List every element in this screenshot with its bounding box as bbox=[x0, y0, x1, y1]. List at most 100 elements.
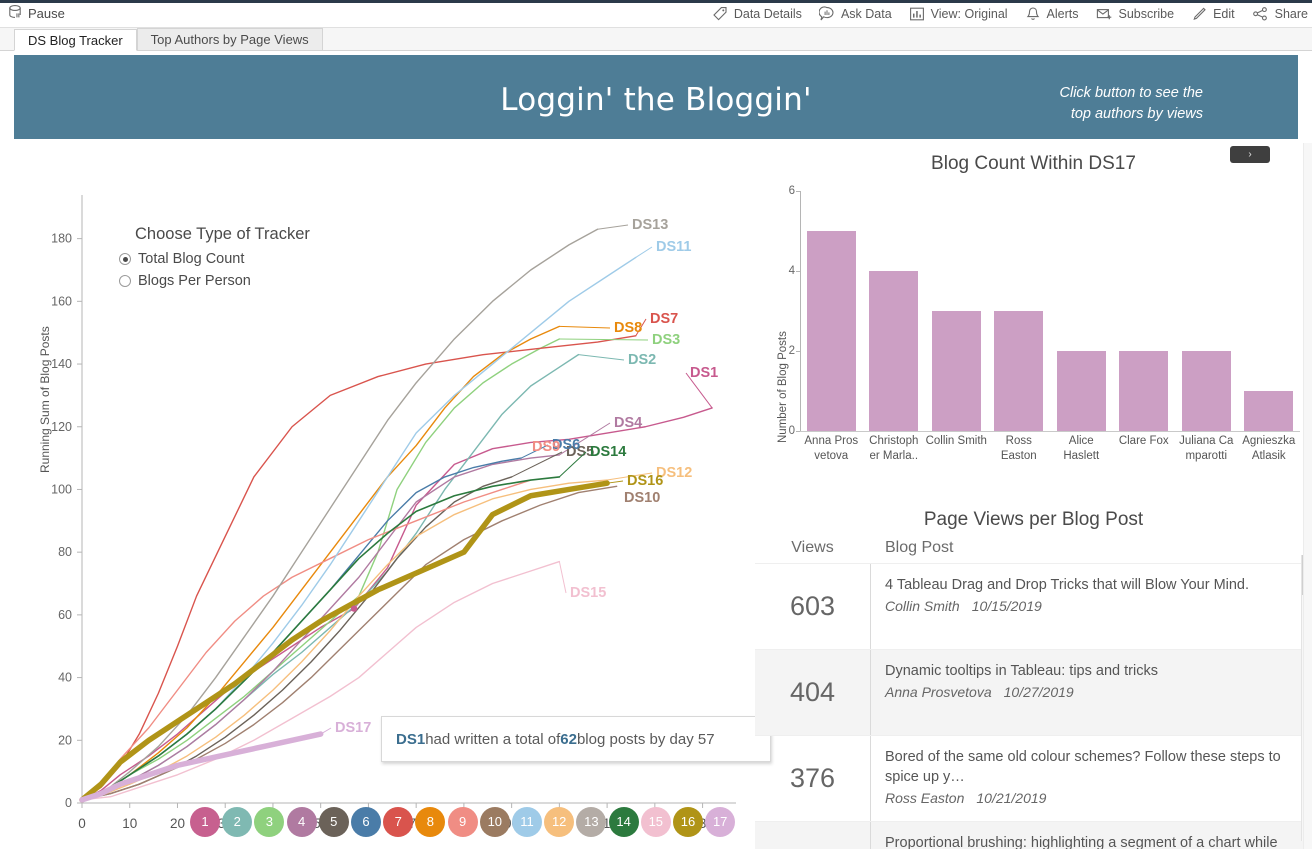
line-series-ds15[interactable] bbox=[81, 560, 561, 801]
bar-category-label: Juliana Ca mparotti bbox=[1179, 435, 1234, 462]
legend-pill-17[interactable]: 17 bbox=[705, 807, 736, 837]
legend-pill-14[interactable]: 14 bbox=[608, 807, 639, 837]
legend-pill-11[interactable]: 11 bbox=[512, 807, 542, 837]
tag-icon bbox=[712, 6, 728, 22]
legend-pill-4[interactable]: 4 bbox=[286, 807, 317, 837]
line-series-ds13[interactable] bbox=[81, 228, 599, 801]
legend-pill-2[interactable]: 2 bbox=[222, 807, 253, 837]
table-row[interactable]: 376 Bored of the same old colour schemes?… bbox=[755, 735, 1312, 821]
bar[interactable] bbox=[1244, 391, 1294, 431]
blog-tracker-line-chart[interactable]: 0204060801001201401601800102030405060708… bbox=[14, 143, 771, 849]
legend-pill-5[interactable]: 5 bbox=[318, 807, 349, 837]
line-series-ds3[interactable] bbox=[81, 338, 561, 801]
blog-post-author: Collin Smith bbox=[885, 598, 960, 614]
view-original-button[interactable]: View: Original bbox=[909, 6, 1008, 22]
bar[interactable] bbox=[994, 311, 1044, 431]
line-label-ds11[interactable]: DS11 bbox=[656, 239, 691, 255]
line-label-ds13[interactable]: DS13 bbox=[632, 217, 668, 233]
dashboard-right-gutter bbox=[1303, 143, 1312, 849]
line-series-ds17[interactable] bbox=[79, 731, 324, 803]
line-label-ds6[interactable]: DS6 bbox=[552, 437, 580, 453]
line-series-ds4[interactable] bbox=[81, 454, 561, 801]
bar-chart-x-axis bbox=[800, 431, 1300, 432]
line-label-ds7[interactable]: DS7 bbox=[650, 311, 678, 327]
pause-icon[interactable] bbox=[8, 4, 22, 23]
line-label-ds12[interactable]: DS12 bbox=[656, 465, 692, 481]
bar-category-label: Clare Fox bbox=[1118, 435, 1169, 447]
legend-pill-7[interactable]: 7 bbox=[383, 807, 414, 837]
sheet-tab-strip: DS Blog Tracker Top Authors by Page View… bbox=[0, 28, 1312, 51]
table-row[interactable]: 231 Proportional brushing: highlighting a… bbox=[755, 821, 1312, 849]
line-label-ds4[interactable]: DS4 bbox=[614, 415, 642, 431]
bar[interactable] bbox=[806, 231, 856, 431]
legend-pill-6[interactable]: 6 bbox=[351, 807, 381, 837]
line-label-ds5[interactable]: DS5 bbox=[566, 444, 594, 460]
data-details-button[interactable]: Data Details bbox=[712, 6, 802, 22]
bar[interactable] bbox=[1181, 351, 1231, 431]
line-label-ds9[interactable]: DS9 bbox=[532, 439, 560, 455]
radio-unselected-icon[interactable] bbox=[119, 275, 131, 287]
bar-chart-title: Blog Count Within DS17 bbox=[931, 153, 1136, 174]
line-label-ds2[interactable]: DS2 bbox=[628, 352, 656, 368]
radio-blogs-per-person[interactable]: Blogs Per Person bbox=[119, 270, 369, 292]
banner-instruction-line2: top authors by views bbox=[1070, 106, 1203, 122]
line-series-ds8[interactable] bbox=[81, 325, 561, 801]
right-column: Blog Count Within DS17 Number of Blog Po… bbox=[755, 143, 1312, 849]
page-views-table-title: Page Views per Blog Post bbox=[923, 509, 1144, 530]
bar-chart-y-axis-title: Number of Blog Posts bbox=[777, 331, 789, 443]
line-label-ds1[interactable]: DS1 bbox=[690, 365, 718, 381]
line-series-ds10[interactable] bbox=[81, 485, 618, 801]
bar[interactable] bbox=[1056, 351, 1106, 431]
line-label-ds15[interactable]: DS15 bbox=[570, 585, 606, 601]
bar-chart-icon bbox=[909, 6, 925, 22]
line-label-ds16[interactable]: DS16 bbox=[627, 473, 663, 489]
bar-y-tick bbox=[796, 351, 800, 352]
blog-post-date: 10/21/2019 bbox=[976, 790, 1047, 806]
line-label-ds3[interactable]: DS3 bbox=[652, 332, 680, 348]
dashboard-banner: Loggin' the Bloggin' Click button to see… bbox=[14, 55, 1298, 139]
line-label-ds17[interactable]: DS17 bbox=[335, 720, 371, 736]
legend-pill-12[interactable]: 12 bbox=[544, 807, 575, 837]
ask-data-button[interactable]: Ask Data bbox=[818, 5, 892, 22]
line-series-ds14[interactable] bbox=[81, 476, 561, 801]
page-views-table[interactable]: Page Views per Blog Post Views Blog Post… bbox=[755, 503, 1312, 849]
tab-ds-blog-tracker[interactable]: DS Blog Tracker bbox=[14, 29, 137, 51]
bar-y-tick-label: 4 bbox=[788, 265, 795, 277]
radio-total-blog-count[interactable]: Total Blog Count bbox=[119, 248, 369, 270]
bar[interactable] bbox=[869, 271, 919, 431]
bar[interactable] bbox=[1119, 351, 1169, 431]
radio-selected-icon[interactable] bbox=[119, 253, 131, 265]
line-series-ds16[interactable] bbox=[79, 480, 610, 803]
pause-label[interactable]: Pause bbox=[28, 6, 65, 21]
blog-post-title: Proportional brushing: highlighting a se… bbox=[885, 835, 1278, 849]
line-label-ds10[interactable]: DS10 bbox=[624, 490, 660, 506]
edit-button[interactable]: Edit bbox=[1191, 6, 1235, 22]
legend-pill-10[interactable]: 10 bbox=[479, 807, 510, 837]
cell-blog-post: Proportional brushing: highlighting a se… bbox=[870, 822, 1312, 849]
line-series-ds9[interactable] bbox=[81, 479, 532, 801]
tooltip-value: 62 bbox=[560, 730, 577, 748]
page-views-table-header: Views Blog Post bbox=[755, 531, 1312, 563]
alerts-button[interactable]: Alerts bbox=[1025, 6, 1079, 22]
legend-pill-8[interactable]: 8 bbox=[415, 807, 446, 837]
bar-category-label: Anna Pros vetova bbox=[804, 435, 859, 462]
line-label-ds14[interactable]: DS14 bbox=[590, 444, 626, 460]
legend-pill-13[interactable]: 13 bbox=[576, 807, 607, 837]
subscribe-button[interactable]: Subscribe bbox=[1096, 6, 1174, 22]
y-tick-label: 100 bbox=[51, 482, 72, 496]
legend-pill-1[interactable]: 1 bbox=[190, 807, 220, 837]
blog-count-bar-chart[interactable]: Blog Count Within DS17 Number of Blog Po… bbox=[755, 143, 1312, 491]
table-row[interactable]: 404 Dynamic tooltips in Tableau: tips and… bbox=[755, 649, 1312, 735]
y-tick-label: 40 bbox=[58, 671, 72, 685]
bar[interactable] bbox=[931, 311, 981, 431]
legend-pill-9[interactable]: 9 bbox=[447, 807, 478, 837]
line-label-ds8[interactable]: DS8 bbox=[614, 320, 642, 336]
share-button[interactable]: Share bbox=[1252, 6, 1308, 22]
legend-pill-3[interactable]: 3 bbox=[254, 807, 285, 837]
go-to-top-authors-button[interactable]: › bbox=[1230, 146, 1270, 163]
legend-pill-16[interactable]: 16 bbox=[673, 807, 703, 837]
table-row[interactable]: 603 4 Tableau Drag and Drop Tricks that w… bbox=[755, 563, 1312, 649]
legend-pill-15[interactable]: 15 bbox=[640, 807, 671, 837]
tab-top-authors-by-page-views[interactable]: Top Authors by Page Views bbox=[136, 28, 323, 50]
tracker-type-selector[interactable]: Choose Type of Tracker Total Blog Count … bbox=[119, 225, 369, 292]
